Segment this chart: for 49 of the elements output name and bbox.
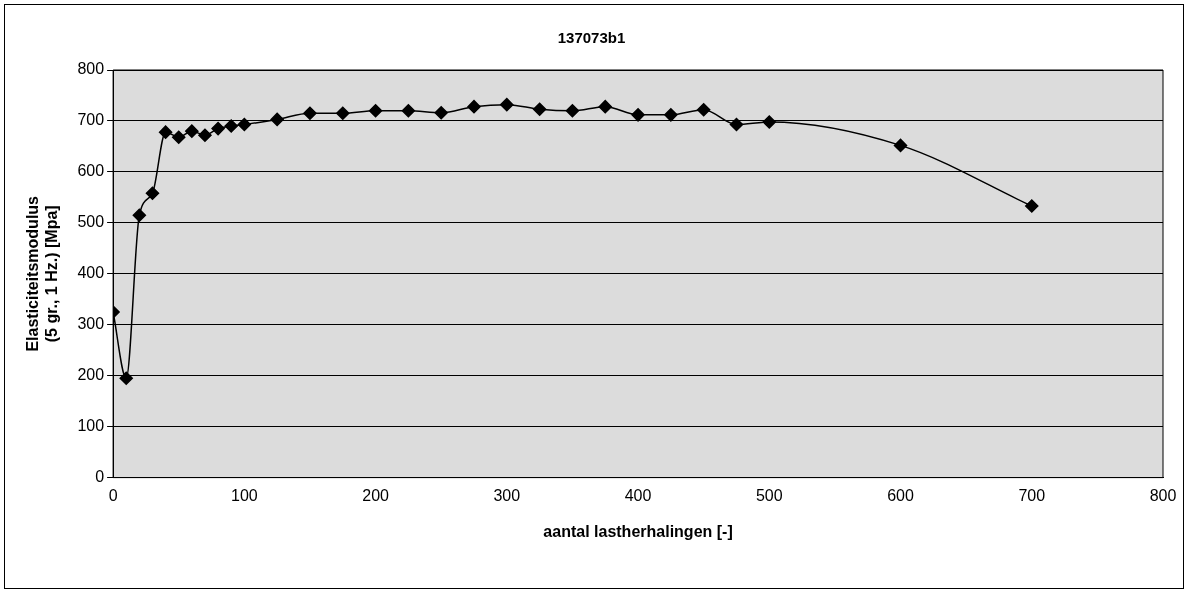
x-tick-label: 500 — [755, 486, 783, 504]
y-tick-label: 200 — [77, 366, 105, 384]
point — [762, 115, 777, 129]
x-tick-label: 0 — [108, 486, 118, 504]
point — [565, 104, 580, 118]
chart-title: 137073b1 — [557, 29, 626, 47]
point — [336, 106, 350, 121]
point — [171, 130, 186, 144]
y-tick-label: 500 — [77, 213, 105, 231]
point — [729, 117, 744, 132]
point — [434, 106, 448, 120]
point — [119, 371, 133, 385]
point — [270, 112, 284, 127]
y-tick-label: 700 — [77, 111, 105, 129]
point — [598, 99, 612, 114]
point — [500, 97, 514, 112]
x-tick-label: 300 — [493, 486, 521, 504]
point — [532, 102, 547, 116]
x-tick-label: 800 — [1149, 486, 1177, 504]
point — [368, 104, 383, 118]
point — [132, 208, 147, 222]
point — [211, 121, 225, 136]
y-tick-label: 0 — [95, 468, 105, 486]
point — [1025, 199, 1039, 213]
x-tick-label: 100 — [230, 486, 258, 504]
y-tick-label: 100 — [77, 417, 105, 435]
x-tick-label: 200 — [362, 486, 390, 504]
point — [467, 99, 481, 114]
x-tick-label: 600 — [887, 486, 914, 504]
point — [401, 104, 416, 118]
point — [145, 186, 160, 201]
y-axis-title: Elasticiteitsmodulus (5 gr., 1 Hz.) [Mpa] — [24, 195, 61, 352]
point — [185, 124, 199, 138]
y-tick-label: 300 — [77, 315, 105, 333]
x-axis-title: aantal lastherhalingen [-] — [543, 522, 733, 540]
y-tick-label: 400 — [77, 264, 105, 282]
point — [303, 106, 317, 121]
point — [631, 108, 645, 122]
x-tick-label: 400 — [624, 486, 652, 504]
point — [158, 125, 173, 139]
x-tick-label: 700 — [1018, 486, 1046, 504]
point — [224, 119, 238, 133]
point — [696, 102, 711, 117]
y-tick-label: 600 — [77, 162, 105, 180]
point — [664, 108, 678, 122]
point — [237, 117, 252, 132]
point — [893, 138, 908, 153]
y-tick-label: 800 — [77, 60, 105, 78]
point — [198, 128, 212, 142]
